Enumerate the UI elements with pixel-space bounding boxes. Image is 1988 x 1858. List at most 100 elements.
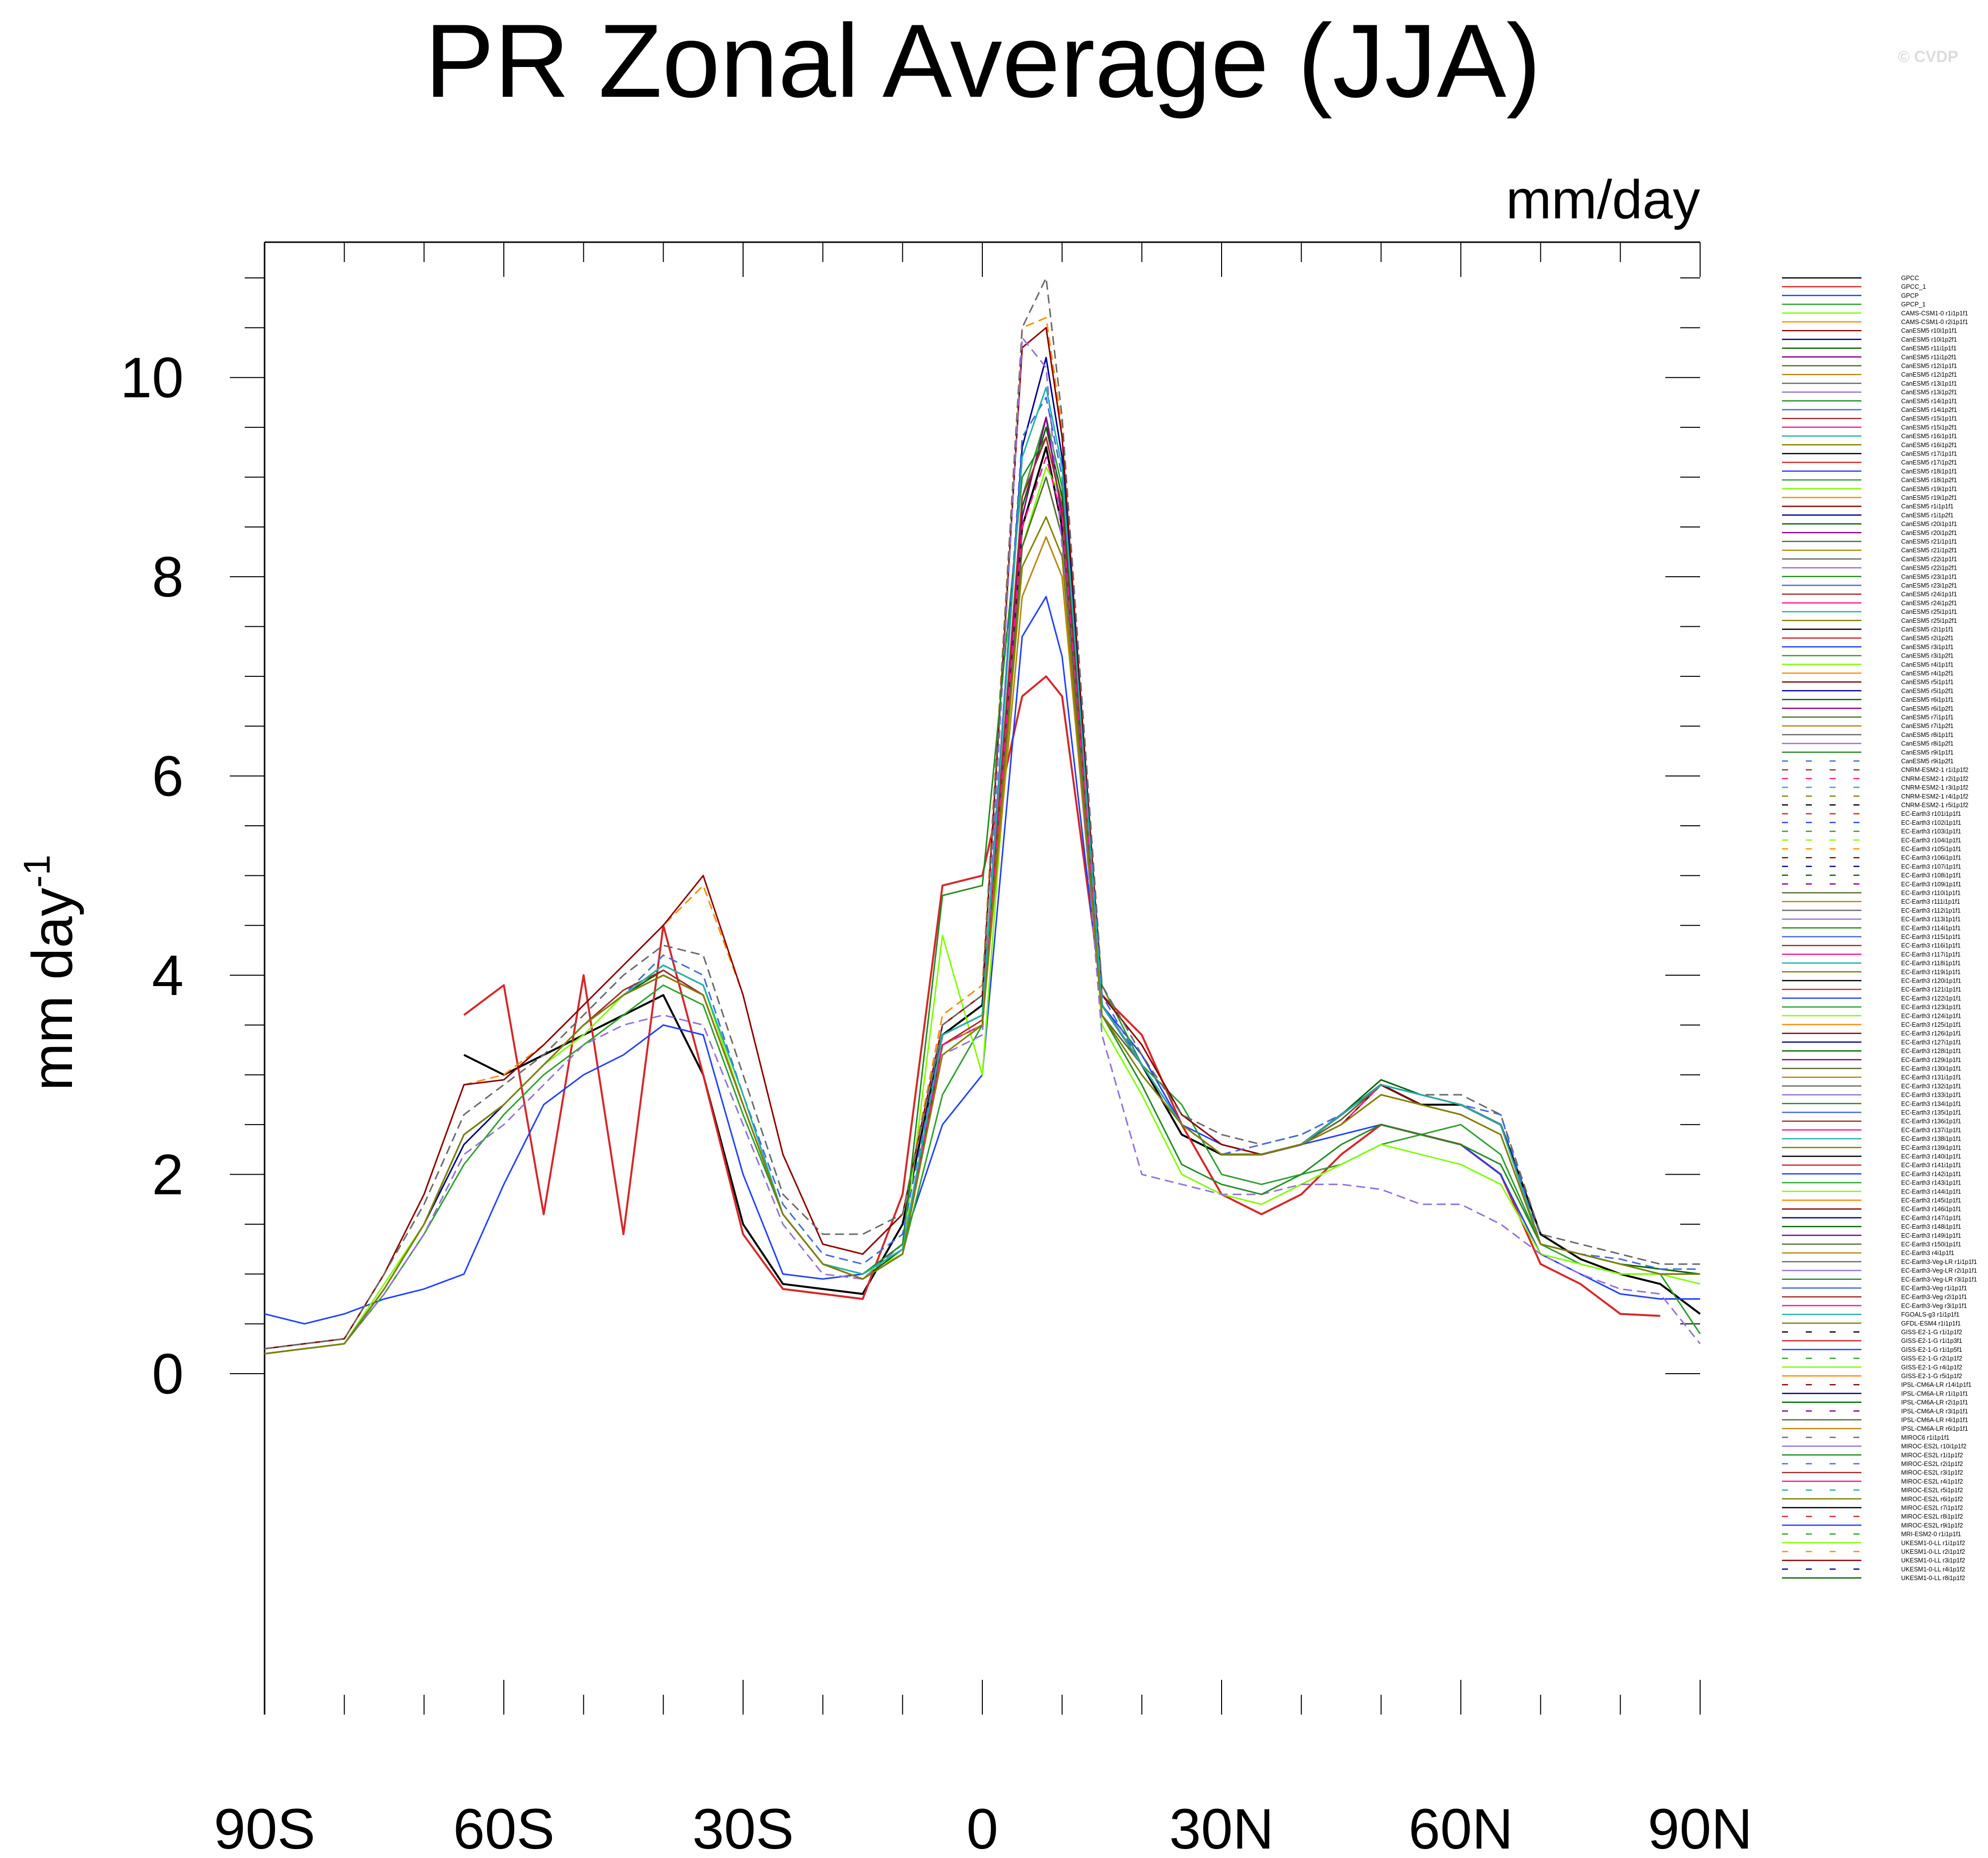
legend-label: CanESM5 r3i1p1f1 <box>1901 644 1954 651</box>
legend-label: CanESM5 r17i1p2f1 <box>1901 459 1957 466</box>
legend-label: EC-Earth3 r137i1p1f1 <box>1901 1127 1961 1133</box>
legend-label: CanESM5 r18i1p1f1 <box>1901 468 1957 475</box>
legend-label: EC-Earth3 r101i1p1f1 <box>1901 810 1961 817</box>
legend-label: CanESM5 r25i1p1f1 <box>1901 608 1957 615</box>
legend-label: EC-Earth3 r134i1p1f1 <box>1901 1100 1961 1107</box>
legend-label: GISS-E2-1-G r5i1p1f2 <box>1901 1373 1962 1380</box>
legend-label: EC-Earth3 r136i1p1f1 <box>1901 1118 1961 1125</box>
series-line-4 <box>264 466 1701 1355</box>
x-tick-label: 60N <box>1409 1797 1513 1858</box>
legend-label: MIROC-ES2L r10i1p1f2 <box>1901 1443 1967 1450</box>
legend-label: IPSL-CM6A-LR r1i1p1f1 <box>1901 1390 1968 1397</box>
legend-label: CanESM5 r6i1p1f1 <box>1901 696 1954 703</box>
legend-label: EC-Earth3 r132i1p1f1 <box>1901 1083 1961 1090</box>
legend-label: CAMS-CSM1-0 r1i1p1f1 <box>1901 310 1968 317</box>
y-tick-label: 0 <box>152 1342 184 1406</box>
legend-label: MIROC-ES2L r6i1p1f2 <box>1901 1496 1963 1503</box>
legend-label: GISS-E2-1-G r1i1p5f1 <box>1901 1346 1962 1353</box>
legend-label: EC-Earth3 r130i1p1f1 <box>1901 1065 1961 1072</box>
legend-label: EC-Earth3 r135i1p1f1 <box>1901 1109 1961 1116</box>
legend-label: CanESM5 r15i1p2f1 <box>1901 424 1957 431</box>
legend-label: EC-Earth3 r115i1p1f1 <box>1901 933 1961 940</box>
legend-label: UKESM1-0-LL r1i1p1f2 <box>1901 1539 1965 1546</box>
legend-label: EC-Earth3 r131i1p1f1 <box>1901 1074 1961 1081</box>
legend-label: CanESM5 r21i1p1f1 <box>1901 538 1957 545</box>
legend-label: CanESM5 r4i1p1f1 <box>1901 661 1954 668</box>
legend-label: EC-Earth3 r140i1p1f1 <box>1901 1153 1961 1160</box>
x-tick-label: 30N <box>1169 1797 1274 1858</box>
legend-label: CanESM5 r4i1p2f1 <box>1901 670 1954 677</box>
legend-label: CanESM5 r18i1p2f1 <box>1901 477 1957 484</box>
legend-label: EC-Earth3 r141i1p1f1 <box>1901 1162 1961 1169</box>
series-line-6 <box>264 327 1700 1350</box>
legend-label: EC-Earth3 r150i1p1f1 <box>1901 1241 1961 1248</box>
legend-label: MRI-ESM2-0 r1i1p1f1 <box>1901 1531 1961 1538</box>
series-line-5 <box>264 317 1700 1350</box>
legend-label: GPCC <box>1901 275 1919 282</box>
series-line-10 <box>264 476 1700 1355</box>
legend-label: EC-Earth3 r104i1p1f1 <box>1901 837 1961 844</box>
legend-label: CanESM5 r13i1p2f1 <box>1901 389 1957 396</box>
legend-label: CanESM5 r5i1p1f1 <box>1901 679 1954 686</box>
legend-label: UKESM1-0-LL r8i1p1f2 <box>1901 1575 1965 1582</box>
legend-label: EC-Earth3 r124i1p1f1 <box>1901 1012 1961 1019</box>
legend-label: CNRM-ESM2-1 r1i1p1f2 <box>1901 767 1969 774</box>
legend-label: EC-Earth3 r117i1p1f1 <box>1901 951 1961 958</box>
legend-label: MIROC-ES2L r1i1p1f2 <box>1901 1452 1963 1459</box>
legend-label: EC-Earth3 r119i1p1f1 <box>1901 969 1961 976</box>
legend-label: EC-Earth3 r4i1p1f1 <box>1901 1250 1954 1257</box>
legend-label: EC-Earth3 r109i1p1f1 <box>1901 881 1961 888</box>
legend-label: EC-Earth3-Veg-LR r3i1p1f1 <box>1901 1276 1977 1283</box>
chart-title: PR Zonal Average (JJA) <box>425 2 1541 119</box>
legend-label: IPSL-CM6A-LR r4i1p1f1 <box>1901 1417 1968 1424</box>
legend-label: CanESM5 r8i1p2f1 <box>1901 740 1954 747</box>
legend-label: CanESM5 r2i1p2f1 <box>1901 635 1954 642</box>
x-tick-label: 90S <box>214 1797 316 1858</box>
legend-label: EC-Earth3 r148i1p1f1 <box>1901 1223 1961 1230</box>
legend-label: CanESM5 r11i1p1f1 <box>1901 345 1957 352</box>
legend-label: CanESM5 r16i1p1f1 <box>1901 433 1957 440</box>
legend-label: CNRM-ESM2-1 r3i1p1f2 <box>1901 784 1969 791</box>
legend-label: CanESM5 r10i1p2f1 <box>1901 336 1957 343</box>
series-line-16 <box>264 436 1700 1355</box>
legend-label: CanESM5 r11i1p2f1 <box>1901 354 1957 361</box>
legend-label: CanESM5 r23i1p1f1 <box>1901 573 1957 580</box>
legend-label: CanESM5 r6i1p2f1 <box>1901 705 1954 712</box>
legend-label: MIROC-ES2L r3i1p1f2 <box>1901 1469 1963 1476</box>
legend-label: CanESM5 r1i1p1f1 <box>1901 503 1954 510</box>
legend-label: EC-Earth3 r111i1p1f1 <box>1901 898 1960 905</box>
legend-label: GPCP_1 <box>1901 301 1925 308</box>
legend-label: GISS-E2-1-G r4i1p1f2 <box>1901 1364 1962 1371</box>
series-line-1 <box>463 675 1660 1317</box>
legend-label: MIROC6 r1i1p1f1 <box>1901 1434 1949 1441</box>
legend-label: EC-Earth3 r120i1p1f1 <box>1901 978 1961 985</box>
x-tick-label: 0 <box>966 1797 998 1858</box>
legend-label: EC-Earth3 r143i1p1f1 <box>1901 1180 1961 1187</box>
legend-label: CanESM5 r9i1p2f1 <box>1901 758 1954 765</box>
legend-label: UKESM1-0-LL r4i1p1f2 <box>1901 1566 1965 1573</box>
plot-axes: 0 2 4 6 8 10 90S 60S 30S 0 30N 60N 90N <box>120 241 1753 1858</box>
legend-label: EC-Earth3 r139i1p1f1 <box>1901 1144 1961 1151</box>
legend-label: CanESM5 r16i1p2f1 <box>1901 442 1957 449</box>
legend-label: EC-Earth3 r122i1p1f1 <box>1901 995 1961 1002</box>
legend-label: CanESM5 r21i1p2f1 <box>1901 547 1957 554</box>
legend-label: IPSL-CM6A-LR r14i1p1f1 <box>1901 1382 1972 1389</box>
x-tick-label: 90N <box>1648 1797 1753 1858</box>
x-tick-label: 30S <box>692 1797 794 1858</box>
legend-label: EC-Earth3 r112i1p1f1 <box>1901 907 1961 914</box>
watermark: © CVDP <box>1898 48 1958 66</box>
legend-label: CanESM5 r14i1p2f1 <box>1901 406 1957 413</box>
legend-label: GFDL-ESM4 r1i1p1f1 <box>1901 1320 1961 1327</box>
legend-label: CanESM5 r22i1p1f1 <box>1901 556 1957 563</box>
series-line-2 <box>264 596 1700 1325</box>
legend-label: IPSL-CM6A-LR r6i1p1f1 <box>1901 1425 1968 1432</box>
legend-label: CNRM-ESM2-1 r4i1p1f2 <box>1901 793 1969 800</box>
legend-label: EC-Earth3 r145i1p1f1 <box>1901 1197 1961 1204</box>
legend-label: EC-Earth3 r118i1p1f1 <box>1901 960 1961 967</box>
series-line-18 <box>264 387 1700 1355</box>
legend-label: CanESM5 r25i1p2f1 <box>1901 617 1957 624</box>
y-tick-label: 8 <box>152 545 184 609</box>
y-tick-label: 10 <box>120 346 184 410</box>
series-line-19 <box>264 516 1700 1355</box>
series-layer <box>264 277 1701 1355</box>
